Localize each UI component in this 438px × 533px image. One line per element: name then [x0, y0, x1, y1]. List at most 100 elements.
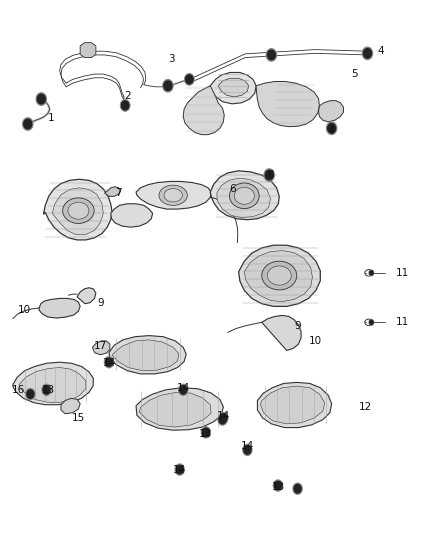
Text: 11: 11	[396, 317, 409, 327]
Circle shape	[294, 484, 301, 493]
Circle shape	[219, 413, 228, 424]
Circle shape	[362, 47, 373, 60]
Polygon shape	[140, 392, 211, 427]
Polygon shape	[239, 245, 320, 306]
Circle shape	[265, 170, 273, 180]
Circle shape	[120, 100, 130, 111]
Circle shape	[185, 74, 194, 85]
Text: 10: 10	[308, 336, 321, 346]
Circle shape	[186, 75, 193, 84]
Text: 16: 16	[11, 385, 25, 395]
Circle shape	[369, 320, 374, 325]
Polygon shape	[318, 101, 343, 122]
Polygon shape	[52, 188, 103, 235]
Ellipse shape	[262, 261, 297, 290]
Polygon shape	[13, 362, 93, 405]
Text: 13: 13	[199, 429, 212, 439]
Circle shape	[38, 95, 45, 103]
Circle shape	[37, 93, 46, 104]
Ellipse shape	[68, 202, 89, 219]
Circle shape	[122, 101, 129, 110]
Ellipse shape	[230, 183, 259, 208]
Circle shape	[42, 384, 51, 395]
Circle shape	[275, 481, 282, 490]
Polygon shape	[80, 43, 96, 58]
Circle shape	[202, 428, 209, 437]
Circle shape	[37, 94, 45, 104]
Text: 4: 4	[377, 46, 384, 56]
Circle shape	[244, 446, 251, 454]
Polygon shape	[109, 336, 186, 374]
Ellipse shape	[267, 266, 291, 285]
Polygon shape	[183, 86, 224, 135]
Circle shape	[327, 122, 337, 134]
Polygon shape	[261, 386, 325, 424]
Circle shape	[219, 415, 226, 424]
Text: 4: 4	[327, 126, 334, 136]
Circle shape	[370, 320, 373, 325]
Circle shape	[122, 101, 129, 110]
Text: 1: 1	[48, 112, 54, 123]
Circle shape	[328, 124, 336, 133]
Ellipse shape	[234, 187, 254, 204]
Circle shape	[370, 271, 373, 275]
Circle shape	[24, 120, 31, 128]
Ellipse shape	[164, 189, 182, 202]
Circle shape	[364, 49, 371, 58]
Circle shape	[218, 414, 227, 425]
Polygon shape	[105, 187, 120, 196]
Ellipse shape	[63, 198, 94, 223]
Polygon shape	[61, 398, 80, 414]
Text: 6: 6	[229, 184, 235, 195]
Text: 5: 5	[351, 69, 358, 79]
Circle shape	[266, 49, 276, 61]
Circle shape	[120, 100, 130, 111]
Polygon shape	[92, 341, 110, 355]
Text: 2: 2	[124, 91, 131, 101]
Circle shape	[180, 385, 187, 394]
Circle shape	[164, 82, 171, 90]
Circle shape	[36, 93, 46, 105]
Circle shape	[175, 464, 184, 475]
Circle shape	[369, 270, 374, 276]
Circle shape	[176, 465, 183, 474]
Circle shape	[26, 389, 35, 400]
Circle shape	[24, 119, 32, 129]
Polygon shape	[43, 179, 112, 240]
Text: 3: 3	[168, 54, 174, 64]
Polygon shape	[210, 72, 256, 104]
Circle shape	[23, 118, 33, 130]
Polygon shape	[136, 387, 223, 430]
Circle shape	[243, 445, 252, 455]
Polygon shape	[210, 171, 279, 220]
Text: 14: 14	[241, 441, 254, 451]
Polygon shape	[218, 78, 249, 97]
Circle shape	[104, 357, 113, 368]
Circle shape	[220, 414, 227, 422]
Polygon shape	[244, 251, 312, 302]
Polygon shape	[39, 298, 80, 318]
Circle shape	[268, 50, 276, 60]
Text: 14: 14	[217, 411, 230, 422]
Circle shape	[201, 427, 210, 438]
Circle shape	[163, 79, 173, 92]
Text: 10: 10	[18, 305, 31, 315]
Polygon shape	[256, 82, 319, 127]
Text: 14: 14	[177, 383, 190, 393]
Ellipse shape	[159, 185, 187, 205]
Polygon shape	[217, 178, 271, 217]
Circle shape	[27, 390, 34, 398]
Text: 12: 12	[359, 402, 372, 413]
Text: 13: 13	[271, 482, 285, 492]
Polygon shape	[112, 340, 179, 370]
Polygon shape	[19, 368, 86, 402]
Polygon shape	[136, 181, 211, 209]
Text: 11: 11	[396, 268, 409, 278]
Text: 14: 14	[173, 465, 186, 474]
Polygon shape	[111, 204, 152, 227]
Text: 17: 17	[94, 341, 107, 351]
Polygon shape	[77, 288, 96, 304]
Circle shape	[163, 80, 173, 91]
Polygon shape	[262, 316, 301, 351]
Circle shape	[293, 483, 302, 494]
